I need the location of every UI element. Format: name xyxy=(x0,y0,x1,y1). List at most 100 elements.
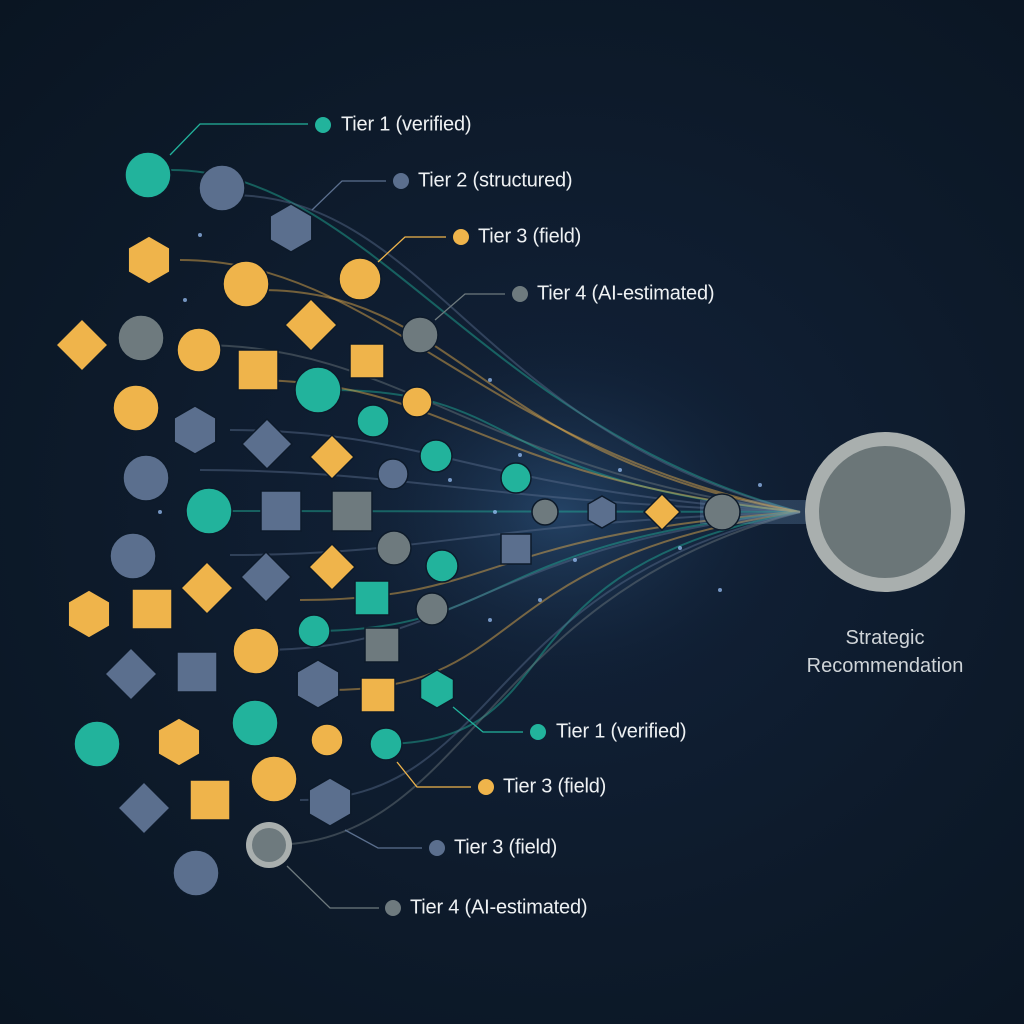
flow-line xyxy=(259,289,801,513)
flow-line xyxy=(229,194,801,513)
callout-dot-icon xyxy=(429,840,445,856)
data-point-diamond xyxy=(308,433,356,481)
data-point-square xyxy=(237,349,279,391)
data-point-square xyxy=(354,580,390,616)
flow-line xyxy=(229,429,801,513)
data-point-hexagon xyxy=(587,495,617,529)
strategic-recommendation-node xyxy=(805,432,965,592)
flow-line xyxy=(329,511,801,691)
data-point-diamond xyxy=(103,646,159,702)
callout-dot-icon xyxy=(478,779,494,795)
data-point-hexagon xyxy=(419,669,455,709)
flow-line xyxy=(169,169,801,513)
data-point-circle xyxy=(109,532,157,580)
data-point-circle xyxy=(112,384,160,432)
sparkle xyxy=(183,298,187,302)
target-core xyxy=(819,446,951,578)
data-point-hexagon xyxy=(308,777,352,827)
target-label-line2: Recommendation xyxy=(806,655,964,677)
data-point-circle xyxy=(124,151,172,199)
data-point-circle xyxy=(294,366,342,414)
data-point-circle xyxy=(232,627,280,675)
data-point-square xyxy=(131,588,173,630)
sparkle xyxy=(158,510,162,514)
data-point-circle xyxy=(356,404,390,438)
sparkle xyxy=(448,478,452,482)
sparkle xyxy=(198,233,202,237)
sparkle xyxy=(618,468,622,472)
data-point-square xyxy=(189,779,231,821)
data-point-hexagon xyxy=(269,203,313,253)
flow-line xyxy=(199,469,801,513)
data-point-square xyxy=(331,490,373,532)
data-point-diamond xyxy=(116,780,172,836)
data-point-hexagon xyxy=(296,659,340,709)
flow-line xyxy=(229,511,801,556)
callout-lines xyxy=(169,117,546,916)
callout-label: Tier 1 (verified) xyxy=(341,113,472,136)
data-point-square xyxy=(260,490,302,532)
data-point-hexagon xyxy=(173,405,217,455)
data-point-circle xyxy=(297,614,331,648)
data-point-circle xyxy=(338,257,382,301)
data-point-circle xyxy=(176,327,222,373)
callout-leader-line xyxy=(434,293,505,321)
callout-dot-icon xyxy=(385,900,401,916)
sparkle xyxy=(518,453,522,457)
data-point-hexagon xyxy=(157,717,201,767)
callout-leader-line xyxy=(311,180,386,211)
callout-leader-line xyxy=(377,236,446,263)
target-label-line1: Strategic xyxy=(845,627,925,649)
data-points xyxy=(54,151,741,897)
data-point-circle xyxy=(117,314,165,362)
data-point-circle xyxy=(231,699,279,747)
callout-leader-line xyxy=(344,829,422,849)
data-point-circle xyxy=(222,260,270,308)
data-point-circle xyxy=(198,164,246,212)
flow-line xyxy=(309,511,801,632)
data-point-circle xyxy=(425,549,459,583)
data-point-circle xyxy=(185,487,233,535)
data-point-circle xyxy=(401,386,433,418)
callout-label: Tier 3 (field) xyxy=(454,836,558,859)
data-point-circle xyxy=(419,439,453,473)
data-point-circle xyxy=(415,592,449,626)
sparkle xyxy=(573,558,577,562)
callout-dot-icon xyxy=(315,117,331,133)
data-point-diamond xyxy=(283,297,339,353)
callout-leader-line xyxy=(452,706,523,733)
data-point-ringed-circle-core xyxy=(252,828,286,862)
flow-line xyxy=(379,511,801,745)
data-point-circle xyxy=(401,316,439,354)
data-point-circle xyxy=(703,493,741,531)
data-point-circle xyxy=(531,498,559,526)
strategic-recommendation-label: Strategic Recommendation xyxy=(785,624,985,680)
data-point-circle xyxy=(500,462,532,494)
data-point-square xyxy=(349,343,385,379)
callout-label: Tier 4 (AI-estimated) xyxy=(537,282,715,305)
callout-label: Tier 4 (AI-estimated) xyxy=(410,896,588,919)
callout-dot-icon xyxy=(393,173,409,189)
data-point-hexagon xyxy=(127,235,171,285)
data-point-circle xyxy=(310,723,344,757)
flow-line xyxy=(259,511,801,651)
data-point-circle xyxy=(369,727,403,761)
callout-label: Tier 1 (verified) xyxy=(556,720,687,743)
flow-line xyxy=(329,389,801,513)
data-point-circle xyxy=(376,530,412,566)
data-point-circle xyxy=(377,458,409,490)
data-point-diamond xyxy=(239,550,293,604)
sparkle xyxy=(538,598,542,602)
data-point-square xyxy=(364,627,400,663)
sparkle xyxy=(758,483,762,487)
data-point-square xyxy=(360,677,396,713)
flow-line xyxy=(299,511,801,801)
flow-lines xyxy=(158,169,810,846)
callout-dot-icon xyxy=(512,286,528,302)
callout-label: Tier 3 (field) xyxy=(478,225,582,248)
data-point-diamond xyxy=(179,560,235,616)
callout-leader-line xyxy=(169,123,308,156)
data-point-diamond xyxy=(642,492,682,532)
